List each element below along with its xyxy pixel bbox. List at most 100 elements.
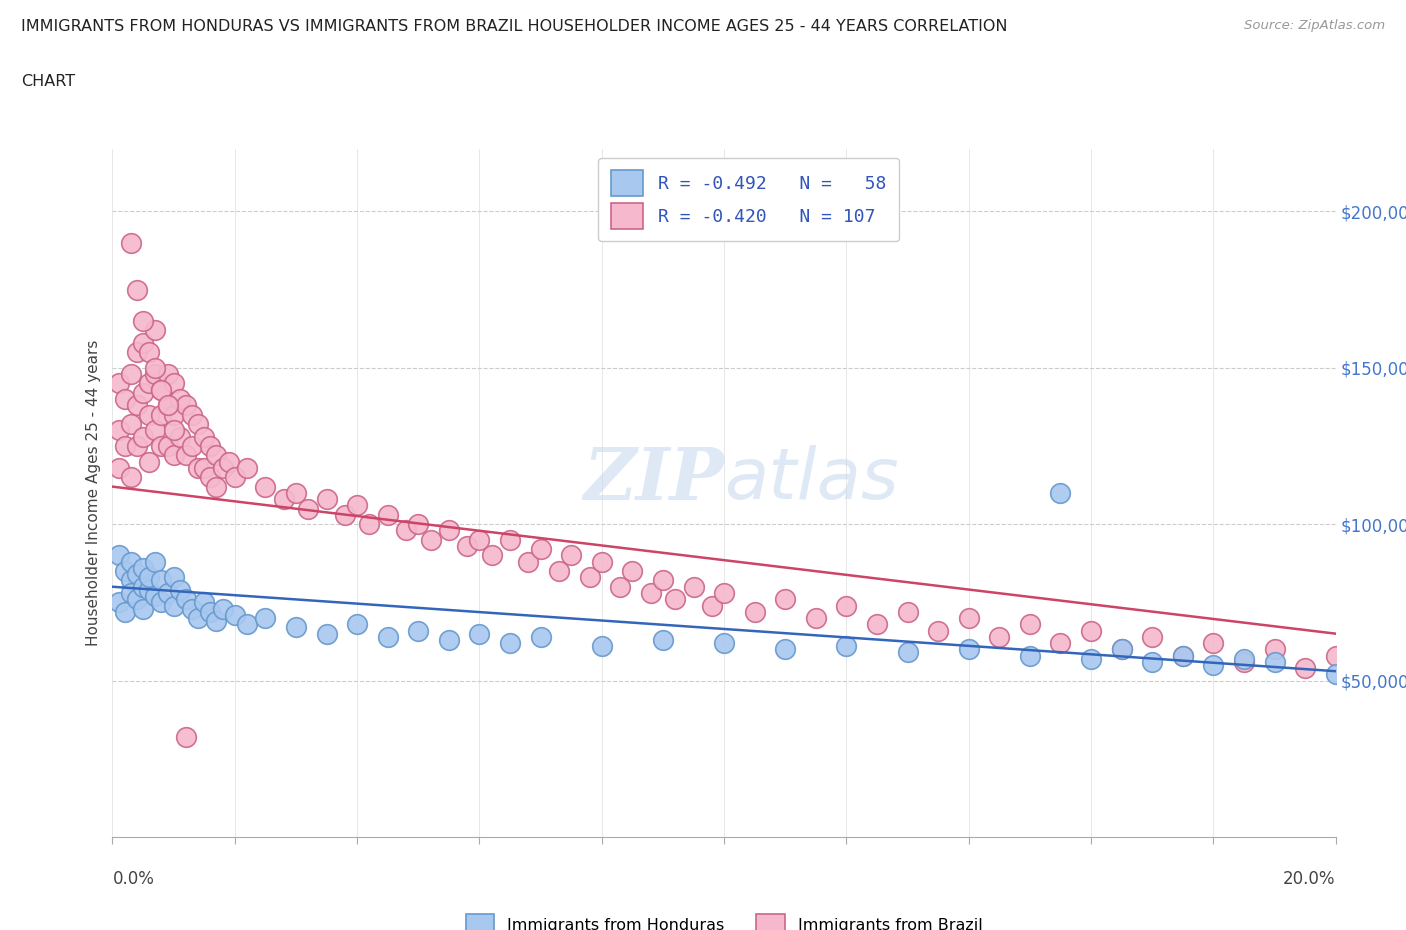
- Text: atlas: atlas: [724, 445, 898, 513]
- Point: [174, 448, 197, 463]
- Point: [652, 632, 675, 647]
- Point: [897, 604, 920, 619]
- Point: [120, 417, 142, 432]
- Point: [200, 604, 222, 619]
- Point: [150, 439, 173, 454]
- Point: [187, 611, 209, 626]
- Point: [713, 586, 735, 601]
- Point: [408, 517, 430, 532]
- Point: [120, 586, 142, 601]
- Point: [224, 607, 246, 622]
- Point: [591, 639, 613, 654]
- Point: [163, 423, 186, 438]
- Point: [187, 417, 209, 432]
- Point: [254, 479, 277, 494]
- Point: [1049, 635, 1071, 650]
- Point: [150, 573, 173, 588]
- Point: [1080, 651, 1102, 666]
- Text: Source: ZipAtlas.com: Source: ZipAtlas.com: [1244, 19, 1385, 32]
- Point: [437, 523, 460, 538]
- Point: [132, 561, 155, 576]
- Point: [346, 498, 368, 512]
- Point: [150, 382, 173, 397]
- Point: [1264, 642, 1286, 657]
- Point: [150, 595, 173, 610]
- Point: [297, 501, 319, 516]
- Point: [120, 235, 142, 250]
- Point: [143, 360, 166, 375]
- Point: [1111, 642, 1133, 657]
- Point: [156, 398, 179, 413]
- Point: [1294, 660, 1316, 675]
- Point: [1142, 630, 1164, 644]
- Text: 0.0%: 0.0%: [112, 870, 155, 887]
- Point: [156, 439, 179, 454]
- Point: [107, 548, 129, 563]
- Point: [143, 423, 166, 438]
- Point: [193, 429, 215, 444]
- Point: [163, 570, 186, 585]
- Point: [1111, 642, 1133, 657]
- Point: [1171, 648, 1194, 663]
- Point: [744, 604, 766, 619]
- Point: [169, 392, 191, 406]
- Point: [408, 623, 430, 638]
- Point: [315, 626, 337, 641]
- Point: [437, 632, 460, 647]
- Point: [174, 729, 197, 744]
- Point: [132, 336, 155, 351]
- Point: [284, 620, 308, 635]
- Point: [120, 554, 142, 569]
- Point: [205, 448, 228, 463]
- Point: [114, 439, 136, 454]
- Point: [377, 508, 399, 523]
- Point: [156, 586, 179, 601]
- Point: [143, 589, 166, 604]
- Point: [193, 595, 215, 610]
- Point: [1018, 648, 1040, 663]
- Point: [1142, 655, 1164, 670]
- Point: [395, 523, 418, 538]
- Point: [132, 579, 155, 594]
- Point: [114, 564, 136, 578]
- Point: [143, 366, 166, 381]
- Point: [138, 407, 160, 422]
- Point: [499, 635, 522, 650]
- Point: [150, 382, 173, 397]
- Point: [1171, 648, 1194, 663]
- Point: [346, 617, 368, 631]
- Point: [468, 626, 491, 641]
- Point: [835, 639, 858, 654]
- Point: [174, 398, 197, 413]
- Point: [132, 313, 155, 328]
- Point: [205, 479, 228, 494]
- Point: [481, 548, 503, 563]
- Point: [284, 485, 308, 500]
- Point: [254, 611, 277, 626]
- Point: [652, 573, 675, 588]
- Point: [359, 517, 381, 532]
- Point: [187, 460, 209, 475]
- Point: [713, 635, 735, 650]
- Point: [700, 598, 723, 613]
- Point: [125, 566, 148, 581]
- Point: [120, 366, 142, 381]
- Point: [236, 460, 259, 475]
- Point: [530, 630, 553, 644]
- Point: [835, 598, 858, 613]
- Point: [957, 611, 980, 626]
- Point: [107, 460, 129, 475]
- Point: [143, 323, 166, 338]
- Point: [621, 564, 644, 578]
- Point: [200, 439, 222, 454]
- Point: [132, 601, 155, 616]
- Point: [125, 282, 148, 297]
- Point: [1202, 635, 1225, 650]
- Point: [988, 630, 1011, 644]
- Point: [163, 448, 186, 463]
- Point: [273, 492, 295, 507]
- Point: [132, 385, 155, 400]
- Point: [114, 392, 136, 406]
- Point: [578, 570, 600, 585]
- Point: [132, 429, 155, 444]
